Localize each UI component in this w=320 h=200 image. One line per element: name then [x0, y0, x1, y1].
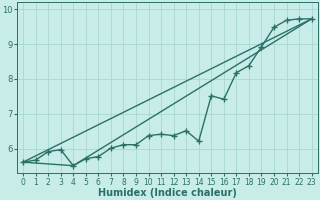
- X-axis label: Humidex (Indice chaleur): Humidex (Indice chaleur): [98, 188, 237, 198]
